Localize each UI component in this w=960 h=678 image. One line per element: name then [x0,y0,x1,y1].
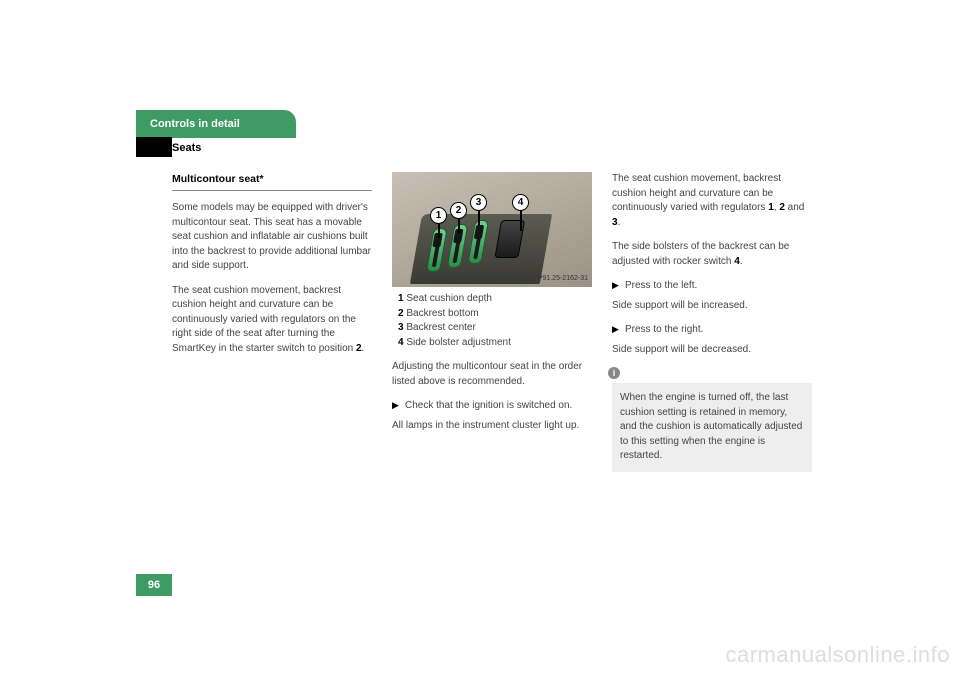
callout-line [458,217,460,233]
callout-1: 1 [430,207,447,224]
callout-line [438,222,440,238]
col3-bullet1: ▶ Press to the left. [612,279,812,294]
legend-t1: Seat cushion depth [406,293,492,304]
legend-n2: 2 [398,308,404,319]
figure-code: P91.25-2162-31 [538,274,588,284]
col3-p1: The seat cushion movement, backrest cush… [612,172,812,230]
col1-p2a: The seat cushion movement, backrest cush… [172,285,356,354]
col2-b1-text: Check that the ignition is switched on. [405,399,592,414]
c3b1: Press to the left. [625,279,812,294]
figure-legend: 1 Seat cushion depth 2 Backrest bottom 3… [398,292,592,350]
legend-n1: 1 [398,293,404,304]
regulator-3 [467,220,489,264]
legend-t3: Backrest center [406,322,475,333]
column-1: Multicontour seat* Some models may be eq… [172,172,372,472]
col1-p2: The seat cushion movement, backrest cush… [172,284,372,357]
callout-3: 3 [470,194,487,211]
regulator-1 [426,228,448,272]
col2-p1: Adjusting the multicontour seat in the o… [392,360,592,389]
multicontour-title: Multicontour seat* [172,172,372,187]
triangle-icon: ▶ [392,399,405,414]
c3b2: Press to the right. [625,323,812,338]
col3-b2-sub: Side support will be decreased. [612,343,812,358]
c3p2b: . [740,256,743,267]
c3p2a: The side bolsters of the backrest can be… [612,241,789,267]
legend-t2: Backrest bottom [406,308,478,319]
callout-2: 2 [450,202,467,219]
col1-p2c: . [362,343,365,354]
col3-bullet2: ▶ Press to the right. [612,323,812,338]
chapter-header: Controls in detail [136,110,296,138]
seat-controls-figure: 1 2 3 4 P91.25-2162-31 [392,172,592,287]
legend-n3: 3 [398,322,404,333]
legend-t4: Side bolster adjustment [406,337,511,348]
triangle-icon: ▶ [612,323,625,338]
callout-line [520,209,522,231]
col2-b1-sub: All lamps in the instrument cluster ligh… [392,419,592,434]
control-panel [410,214,552,284]
col2-bullet1: ▶ Check that the ignition is switched on… [392,399,592,414]
info-text: When the engine is turned off, the last … [612,383,812,472]
c3p1s3: . [618,217,621,228]
info-icon: i [608,367,620,379]
column-2: 1 2 3 4 P91.25-2162-31 1 Seat cushion de… [392,172,592,472]
col3-p2: The side bolsters of the backrest can be… [612,240,812,269]
legend-n4: 4 [398,337,404,348]
col3-b1-sub: Side support will be increased. [612,299,812,314]
section-title: Seats [172,142,201,154]
callout-4: 4 [512,194,529,211]
page-number: 96 [136,574,172,596]
c3p1s2: and [785,202,804,213]
column-3: The seat cushion movement, backrest cush… [612,172,812,472]
watermark: carmanualsonline.info [725,642,950,668]
title-rule [172,190,372,191]
c3p1a: The seat cushion movement, backrest cush… [612,173,781,213]
content-columns: Multicontour seat* Some models may be eq… [172,172,812,472]
col1-p1: Some models may be equipped with driver'… [172,201,372,274]
chapter-title: Controls in detail [136,110,296,138]
header-black-tab [136,137,172,157]
triangle-icon: ▶ [612,279,625,294]
info-block: i When the engine is turned off, the las… [612,367,812,472]
callout-line [478,209,480,225]
